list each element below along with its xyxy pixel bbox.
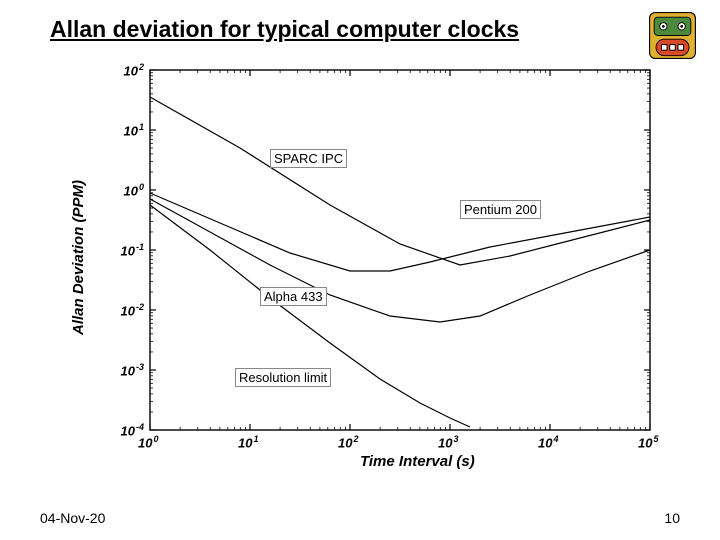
footer-page-number: 10	[664, 510, 680, 526]
x-axis-label: Time Interval (s)	[360, 453, 475, 470]
y-tick-label: 10-3	[121, 362, 144, 378]
series-label: SPARC IPC	[270, 149, 347, 168]
x-tick-label: 102	[338, 434, 358, 450]
footer-date: 04-Nov-20	[40, 510, 105, 526]
x-tick-label: 105	[638, 434, 658, 450]
series-label: Resolution limit	[235, 368, 331, 387]
y-tick-label: 10-2	[121, 302, 144, 318]
y-tick-label: 100	[124, 182, 144, 198]
allan-deviation-chart	[60, 55, 660, 485]
y-tick-label: 101	[124, 122, 144, 138]
y-tick-label: 10-1	[121, 242, 144, 258]
y-axis-label: Allan Deviation (PPM)	[70, 180, 87, 335]
series-label: Alpha 433	[260, 287, 327, 306]
x-tick-label: 101	[238, 434, 258, 450]
series-label: Pentium 200	[460, 200, 541, 219]
chart-container: Allan Deviation (PPM) Time Interval (s) …	[60, 55, 660, 485]
y-tick-label: 10-4	[121, 422, 144, 438]
y-tick-label: 102	[124, 62, 144, 78]
slide-title: Allan deviation for typical computer clo…	[50, 16, 519, 43]
x-tick-label: 103	[438, 434, 458, 450]
x-tick-label: 104	[538, 434, 558, 450]
